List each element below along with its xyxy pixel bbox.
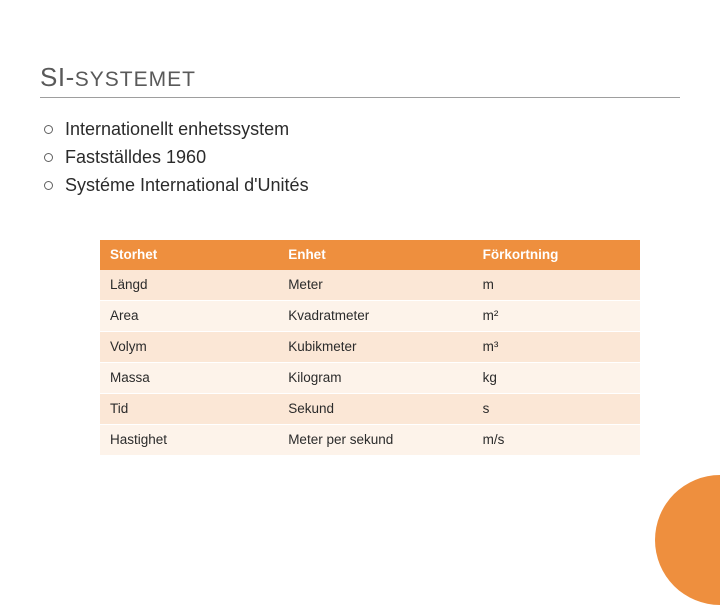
- bullet-item: Internationellt enhetssystem: [40, 116, 720, 144]
- bullet-item: Fastställdes 1960: [40, 144, 720, 172]
- slide-title: SI-SYSTEMET: [40, 62, 680, 98]
- table-cell: m/s: [473, 424, 640, 455]
- table-cell: Massa: [100, 362, 278, 393]
- table-cell: m²: [473, 300, 640, 331]
- table-cell: Kvadratmeter: [278, 300, 472, 331]
- bullet-item: Systéme International d'Unités: [40, 172, 720, 200]
- table-cell: Sekund: [278, 393, 472, 424]
- table-cell: m³: [473, 331, 640, 362]
- table-cell: Area: [100, 300, 278, 331]
- table-row: Area Kvadratmeter m²: [100, 300, 640, 331]
- table-cell: s: [473, 393, 640, 424]
- title-prefix: SI-: [40, 62, 75, 92]
- bullet-list: Internationellt enhetssystem Fastställde…: [40, 116, 720, 200]
- table-cell: Meter per sekund: [278, 424, 472, 455]
- table-cell: kg: [473, 362, 640, 393]
- table-row: Tid Sekund s: [100, 393, 640, 424]
- slide: SI-SYSTEMET Internationellt enhetssystem…: [0, 0, 720, 456]
- table-cell: m: [473, 270, 640, 301]
- table-cell: Hastighet: [100, 424, 278, 455]
- table-row: Hastighet Meter per sekund m/s: [100, 424, 640, 455]
- corner-circle-icon: [655, 475, 720, 605]
- table-cell: Längd: [100, 270, 278, 301]
- units-table-wrap: Storhet Enhet Förkortning Längd Meter m …: [100, 240, 640, 456]
- title-rest: SYSTEMET: [75, 68, 196, 91]
- table-cell: Kubikmeter: [278, 331, 472, 362]
- table-header-cell: Storhet: [100, 240, 278, 270]
- table-row: Längd Meter m: [100, 270, 640, 301]
- table-cell: Volym: [100, 331, 278, 362]
- table-header-cell: Enhet: [278, 240, 472, 270]
- table-cell: Tid: [100, 393, 278, 424]
- table-header-row: Storhet Enhet Förkortning: [100, 240, 640, 270]
- units-table: Storhet Enhet Förkortning Längd Meter m …: [100, 240, 640, 456]
- table-row: Volym Kubikmeter m³: [100, 331, 640, 362]
- table-cell: Meter: [278, 270, 472, 301]
- table-cell: Kilogram: [278, 362, 472, 393]
- table-row: Massa Kilogram kg: [100, 362, 640, 393]
- table-header-cell: Förkortning: [473, 240, 640, 270]
